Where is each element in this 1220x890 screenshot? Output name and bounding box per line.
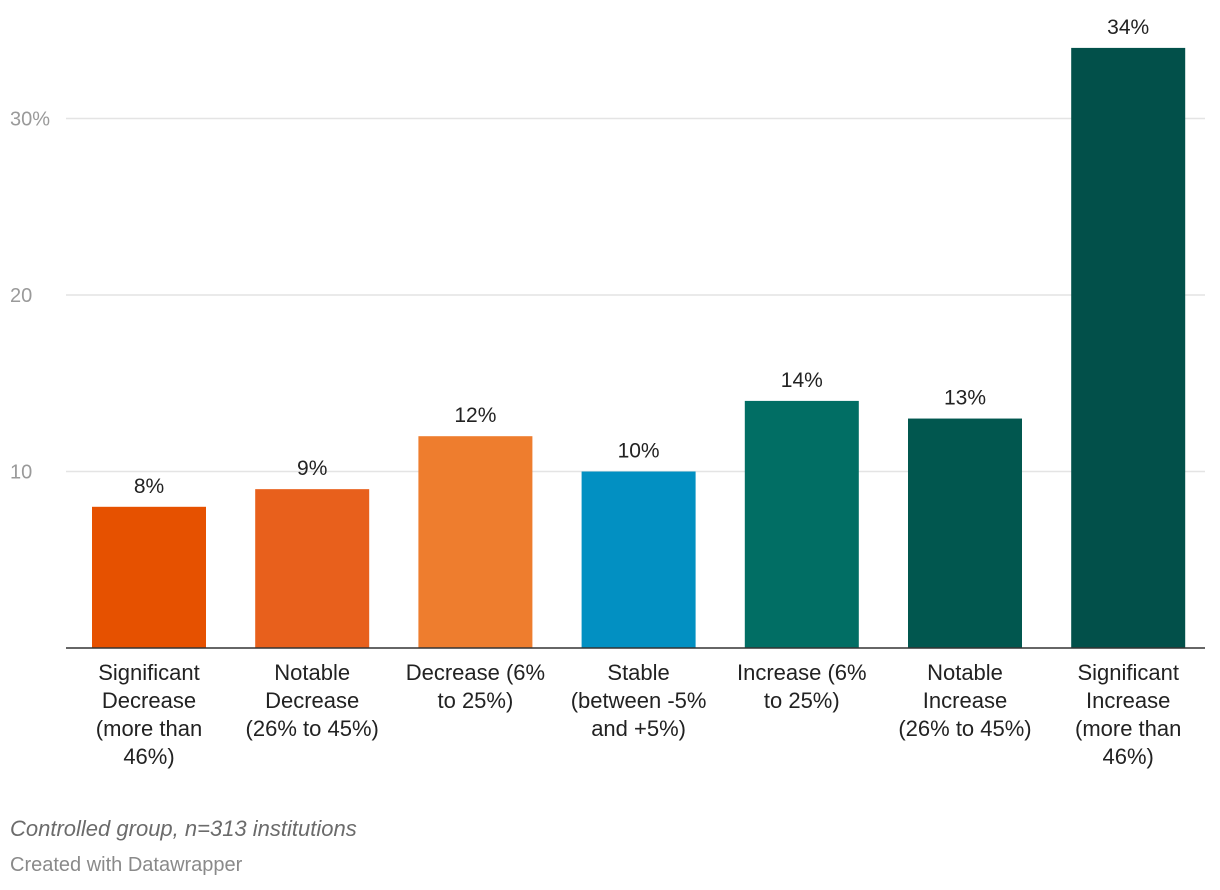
- bar-value-label: 9%: [297, 457, 327, 480]
- bar: [908, 418, 1022, 648]
- category-label: Increase (6% to 25%): [737, 660, 867, 713]
- category-label: Notable Increase (26% to 45%): [898, 660, 1031, 741]
- bar-chart: 10 20 30% 8% Significant Decrease (more than 46…: [10, 16, 1205, 769]
- category-label: Significant Decrease (more than 46%): [96, 660, 202, 769]
- chart-note: Controlled group, n=313 institutions: [10, 816, 357, 841]
- bar: [92, 506, 206, 648]
- bar: [581, 471, 696, 648]
- bar: [1071, 47, 1186, 648]
- category-label: Stable (between -5% and +5%): [571, 660, 707, 741]
- y-tick-label: 10: [10, 462, 32, 484]
- bar: [255, 489, 370, 648]
- y-tick-label: 30%: [10, 109, 50, 131]
- category-label: Decrease (6% to 25%): [406, 660, 545, 713]
- bar-value-label: 34%: [1107, 16, 1149, 39]
- chart-credit: Created with Datawrapper: [10, 854, 243, 876]
- y-tick-label: 20: [10, 285, 32, 307]
- bar: [418, 436, 533, 648]
- category-label: Notable Decrease (26% to 45%): [246, 660, 379, 741]
- category-label: Significant Increase (more than 46%): [1075, 660, 1181, 769]
- bar-value-label: 8%: [134, 475, 164, 498]
- gridlines: [66, 117, 1205, 473]
- bar-value-label: 14%: [781, 369, 823, 392]
- bar: [744, 400, 859, 648]
- bar-value-label: 12%: [454, 404, 496, 427]
- bars: [92, 47, 1186, 648]
- labels: 10 20 30% 8% Significant Decrease (more than 46…: [10, 16, 1205, 769]
- bar-value-label: 10%: [618, 440, 660, 463]
- bar-value-label: 13%: [944, 387, 986, 410]
